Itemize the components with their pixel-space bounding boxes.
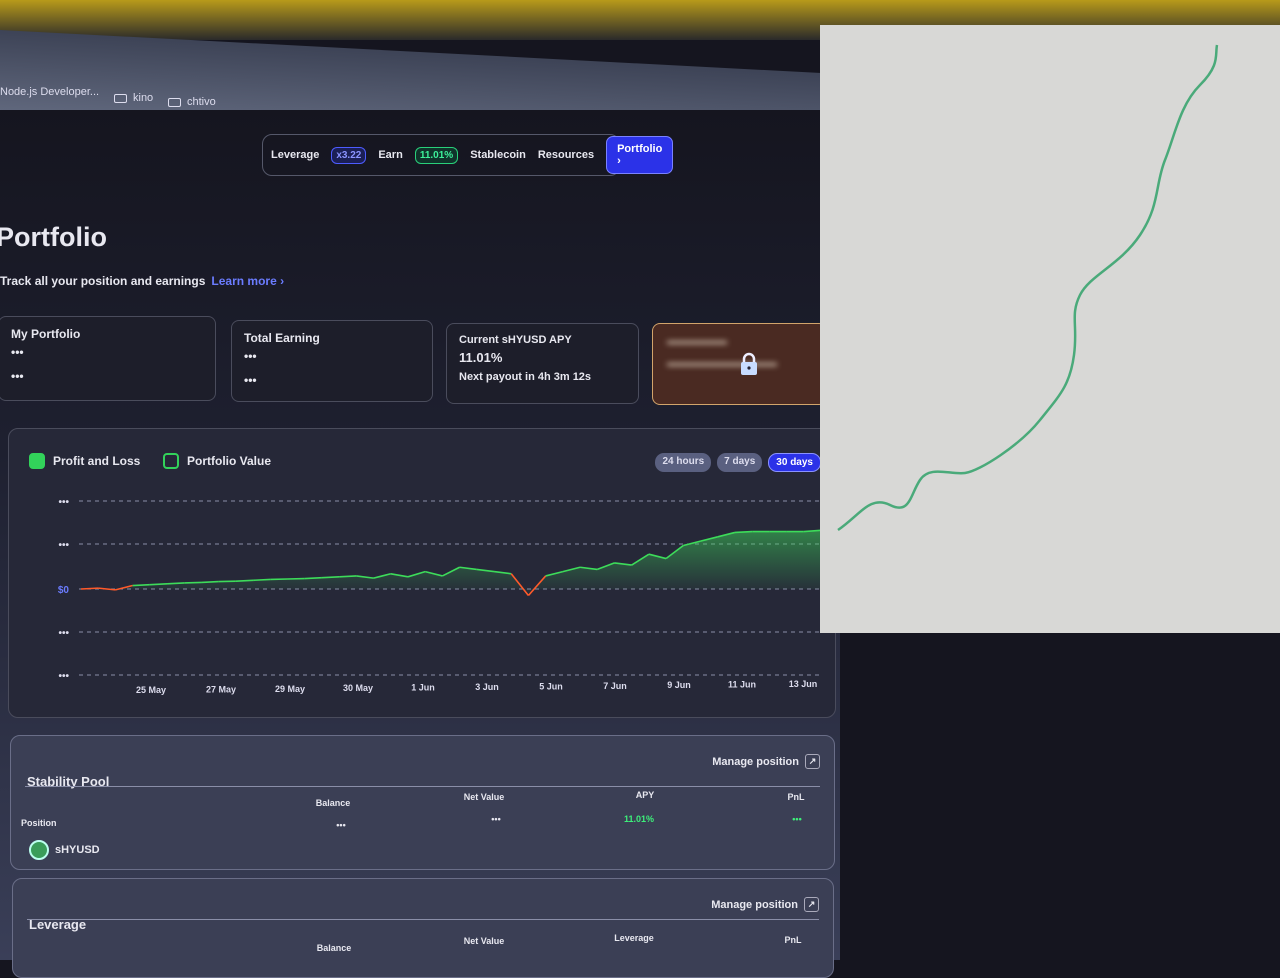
pnl-line-segment <box>305 578 322 579</box>
my-portfolio-card: My Portfolio ••• ••• <box>0 316 216 401</box>
folder-icon <box>168 98 181 107</box>
col-position: Position <box>21 818 81 828</box>
y-tick-label: $0 <box>58 585 70 596</box>
leverage-badge: x3.22 <box>331 147 366 164</box>
bookmark-nodejs[interactable]: Node.js Developer... <box>0 86 99 98</box>
x-tick-label: 3 Jun <box>475 682 499 692</box>
x-tick-label: 11 Jun <box>728 680 756 690</box>
card-label: Current sHYUSD APY <box>459 334 626 346</box>
nav-earn[interactable]: Earn <box>378 149 402 161</box>
manage-label: Manage position <box>711 899 798 911</box>
x-tick-label: 7 Jun <box>603 681 627 691</box>
net-value: ••• <box>466 814 526 824</box>
card-value: ••• <box>11 345 203 359</box>
chevron-right-icon: › <box>617 155 621 167</box>
x-tick-label: 30 May <box>343 683 373 693</box>
pnl-line-segment <box>253 579 270 580</box>
folder-icon <box>114 94 127 103</box>
page-subtitle: Track all your position and earnings Lear… <box>0 274 284 288</box>
asset-label: sHYUSD <box>55 844 100 856</box>
nav-leverage[interactable]: Leverage <box>271 149 319 161</box>
subtitle-text: Track all your position and earnings <box>0 274 205 288</box>
y-tick-label: ••• <box>58 497 69 508</box>
nav-resources[interactable]: Resources <box>538 149 594 161</box>
x-tick-label: 25 May <box>136 685 166 695</box>
y-tick-label: ••• <box>58 628 69 639</box>
bookmark-label: chtivo <box>187 96 216 108</box>
col-balance: Balance <box>304 943 364 953</box>
pnl-line-segment <box>236 580 253 581</box>
pnl-chart: ••• ••• $0 ••• ••• 25 May 27 May 29 May 30 May 1 … <box>9 429 837 719</box>
chevron-right-icon: › <box>280 274 284 288</box>
stability-pool-card: Stability Pool Manage position↗ Position… <box>10 735 835 870</box>
nav-portfolio[interactable]: Portfolio › <box>606 136 673 174</box>
x-tick-label: 27 May <box>206 684 236 694</box>
x-tick-label: 5 Jun <box>539 681 563 691</box>
page-title: Portfolio <box>0 222 107 253</box>
nav-portfolio-label: Portfolio <box>617 143 662 155</box>
earn-badge: 11.01% <box>415 147 458 164</box>
locked-card[interactable]: ▬▬▬▬▬▬▬▬▬▬▬▬▬▬▬▬▬ <box>652 323 827 405</box>
external-arrow-icon: ↗ <box>805 754 820 769</box>
card-label: My Portfolio <box>11 327 203 341</box>
lock-icon <box>739 352 759 376</box>
pnl-line-segment <box>150 584 167 585</box>
y-tick-label: ••• <box>58 671 69 682</box>
total-earning-card: Total Earning ••• ••• <box>231 320 433 402</box>
divider <box>27 919 819 920</box>
x-tick-label: 1 Jun <box>411 683 435 693</box>
divider <box>25 786 820 787</box>
card-value: ••• <box>244 349 420 363</box>
pnl-area <box>81 530 821 595</box>
bookmark-label: kino <box>133 92 153 104</box>
leverage-card: Leverage Manage position ↗ Balance Net Va… <box>12 878 834 978</box>
pnl-chart-card: Profit and Loss Portfolio Value 24 hours… <box>8 428 836 718</box>
pnl-line-segment <box>167 583 184 584</box>
pnl-line-segment <box>201 582 218 583</box>
external-arrow-icon: ↗ <box>804 897 819 912</box>
card-sub: ••• <box>11 369 203 383</box>
pnl-line-segment <box>339 576 356 577</box>
col-apy: APY <box>615 790 675 800</box>
payout-countdown: Next payout in 4h 3m 12s <box>459 371 626 383</box>
bookmark-label: Node.js Developer... <box>0 86 99 98</box>
pnl-value: ••• <box>767 814 827 824</box>
nav-stablecoin[interactable]: Stablecoin <box>470 149 526 161</box>
card-value: 11.01% <box>459 350 626 365</box>
asset-shyusd: sHYUSD <box>29 840 100 860</box>
pnl-line-segment <box>735 532 752 533</box>
bookmark-chtivo[interactable]: chtivo <box>168 96 216 108</box>
col-leverage: Leverage <box>604 933 664 943</box>
manage-position-button[interactable]: Manage position ↗ <box>712 754 820 769</box>
learn-more-link[interactable]: Learn more <box>211 274 276 288</box>
x-tick-label: 29 May <box>275 684 305 694</box>
paper-note-photo <box>820 25 1280 633</box>
col-net-value: Net Value <box>454 792 514 802</box>
card-label: Total Earning <box>244 331 420 345</box>
top-nav: Leverage x3.22 Earn 11.01% Stablecoin Re… <box>262 134 620 176</box>
pnl-line-segment <box>322 577 339 578</box>
manage-position-button[interactable]: Manage position ↗ <box>711 897 819 912</box>
col-pnl: PnL <box>763 935 823 945</box>
col-pnl: PnL <box>766 792 826 802</box>
pnl-line-segment <box>81 588 98 589</box>
pnl-line-segment <box>98 588 115 590</box>
apy-value: 11.01% <box>609 814 669 824</box>
x-tick-label: 9 Jun <box>667 680 691 690</box>
bookmark-kino[interactable]: kino <box>114 92 153 104</box>
apy-card: Current sHYUSD APY 11.01% Next payout in… <box>446 323 639 404</box>
card-sub: ••• <box>244 373 420 387</box>
x-tick-label: 13 Jun <box>789 679 818 689</box>
hand-drawn-curve <box>820 25 1280 633</box>
pnl-line-segment <box>133 585 150 586</box>
balance-value: ••• <box>311 820 371 830</box>
col-net-value: Net Value <box>454 936 514 946</box>
manage-label: Manage position <box>712 756 799 768</box>
y-tick-label: ••• <box>58 540 69 551</box>
shyusd-token-icon <box>29 840 49 860</box>
col-balance: Balance <box>303 798 363 808</box>
